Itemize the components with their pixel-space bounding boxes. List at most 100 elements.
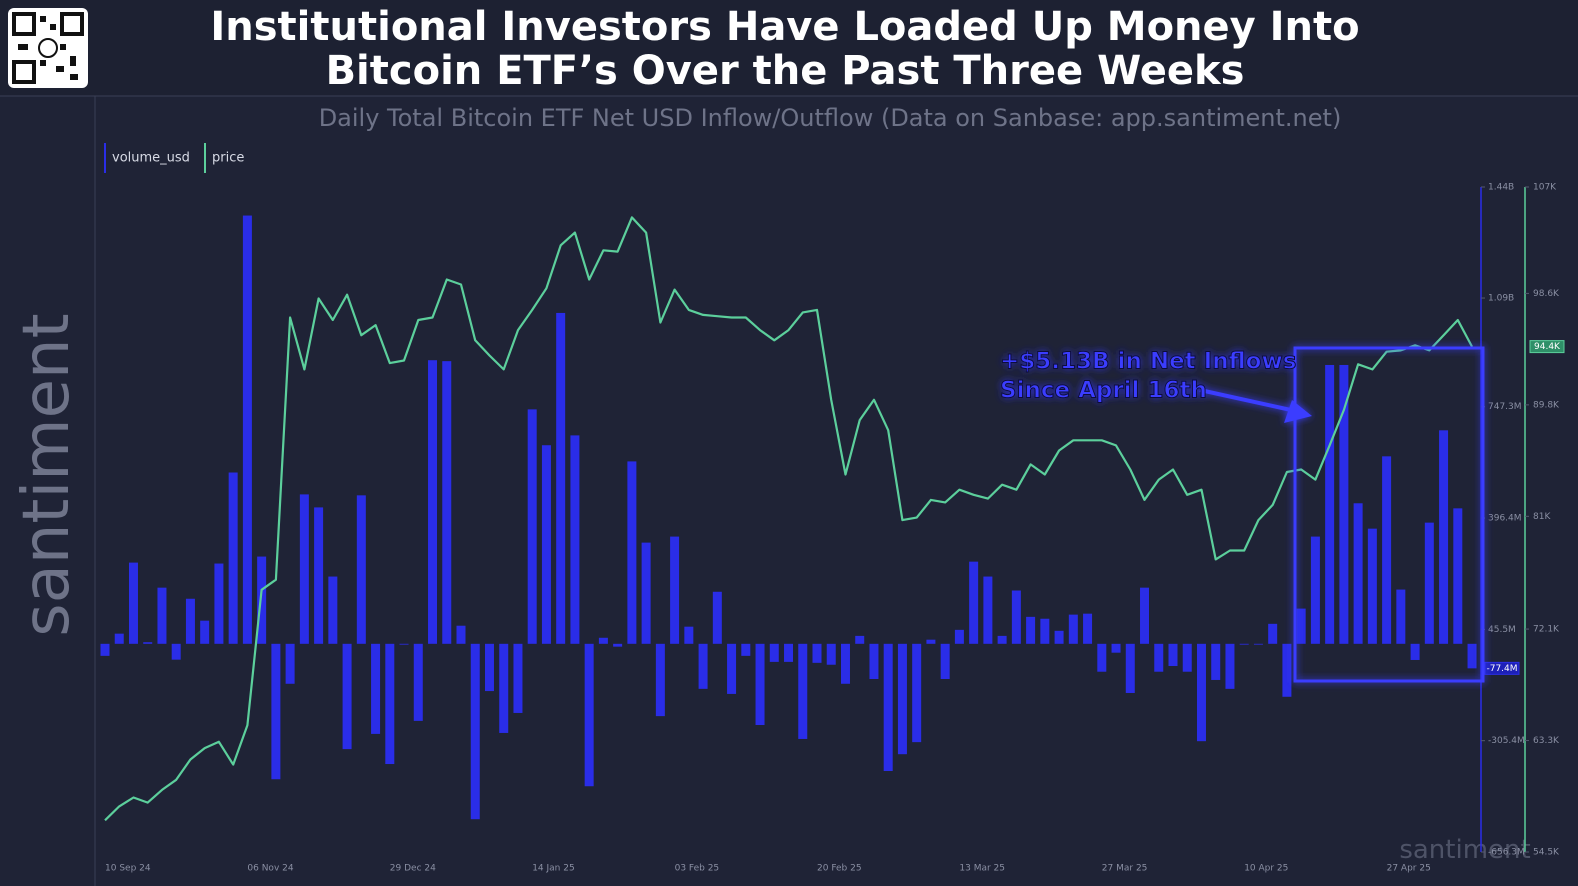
- bar: [741, 643, 751, 656]
- y-tick-label: -305.4M: [1488, 736, 1525, 746]
- bar: [670, 536, 680, 644]
- bar: [769, 643, 779, 662]
- value-badge: [1484, 661, 1520, 675]
- x-tick-label: 03 Feb 25: [675, 864, 720, 874]
- annotation-text: +$5.13B in Net Inflows: [1000, 349, 1296, 375]
- bar: [428, 360, 438, 644]
- bar: [1140, 587, 1150, 644]
- annotation-arrow: [1199, 388, 1301, 414]
- bar: [1439, 430, 1449, 644]
- x-tick-label: 27 Mar 25: [1102, 864, 1148, 874]
- bar: [1182, 643, 1192, 672]
- bar: [527, 409, 537, 644]
- bar: [200, 620, 210, 644]
- value-label: -77.4M: [1486, 664, 1517, 674]
- bar: [1367, 528, 1377, 644]
- bar: [314, 507, 324, 644]
- x-tick-label: 10 Sep 24: [105, 864, 151, 874]
- x-tick-label: 20 Feb 25: [817, 864, 862, 874]
- bar: [784, 643, 794, 662]
- bar: [114, 633, 124, 644]
- bar: [143, 642, 153, 644]
- x-tick-label: 27 Apr 25: [1387, 864, 1431, 874]
- bar: [328, 576, 338, 644]
- title: Institutional Investors Have Loaded Up M…: [210, 4, 1359, 50]
- qr-code: [8, 8, 88, 88]
- bar: [570, 435, 580, 644]
- y-tick-label: 1.09B: [1488, 294, 1514, 304]
- bar: [1382, 456, 1392, 644]
- x-tick-label: 06 Nov 24: [247, 864, 293, 874]
- bar: [869, 643, 879, 680]
- bar: [1325, 364, 1335, 644]
- bar: [228, 472, 238, 644]
- bar: [1453, 508, 1463, 644]
- y-tick-label: 45.5M: [1488, 625, 1516, 635]
- bar: [812, 643, 822, 663]
- bar: [513, 643, 523, 713]
- x-tick-label: 13 Mar 25: [959, 864, 1005, 874]
- bar: [285, 643, 295, 684]
- bar: [1268, 623, 1278, 644]
- bar: [128, 562, 138, 644]
- bar: [157, 587, 167, 644]
- bar: [1239, 643, 1249, 645]
- value-label: 94.4K: [1534, 342, 1561, 352]
- bar: [1083, 613, 1093, 644]
- bar: [1111, 643, 1121, 653]
- y-tick-label: -656.3M: [1488, 848, 1525, 858]
- bar: [1011, 590, 1021, 644]
- bar: [470, 643, 480, 820]
- bar: [1068, 614, 1078, 644]
- bar: [1424, 522, 1434, 644]
- value-badge: [1529, 340, 1565, 354]
- bar: [1396, 589, 1406, 644]
- bar: [442, 361, 452, 644]
- title: Bitcoin ETF’s Over the Past Three Weeks: [326, 48, 1245, 94]
- bar: [1282, 643, 1292, 697]
- bar: [755, 643, 765, 726]
- legend-label: volume_usd: [112, 151, 190, 166]
- bar: [371, 643, 381, 734]
- y2-tick-label: 107K: [1533, 183, 1557, 193]
- bar: [684, 626, 694, 644]
- bar: [1040, 618, 1050, 644]
- x-tick-label: 10 Apr 25: [1244, 864, 1288, 874]
- bar: [185, 598, 195, 644]
- y2-tick-label: 54.5K: [1533, 848, 1560, 858]
- bar: [883, 643, 893, 772]
- x-tick-label: 29 Dec 24: [390, 864, 436, 874]
- bar: [826, 643, 836, 665]
- y-tick-label: 396.4M: [1488, 514, 1522, 524]
- y-tick-label: 1.44B: [1488, 183, 1514, 193]
- bar: [299, 494, 309, 644]
- x-tick-label: 14 Jan 25: [532, 864, 575, 874]
- y2-tick-label: 89.8K: [1533, 400, 1560, 410]
- bar: [399, 643, 409, 645]
- bar: [1125, 643, 1135, 693]
- bar: [484, 643, 494, 692]
- bar: [798, 643, 808, 739]
- bar: [1097, 643, 1107, 672]
- y-tick-label: 747.3M: [1488, 402, 1522, 412]
- bar: [385, 643, 395, 765]
- bar: [1154, 643, 1164, 672]
- bar: [997, 635, 1007, 644]
- bar: [1310, 536, 1320, 644]
- bar: [712, 591, 722, 644]
- bar: [1339, 364, 1349, 644]
- bar: [413, 643, 423, 721]
- bar: [257, 556, 267, 644]
- bar: [855, 635, 865, 644]
- bar: [912, 643, 922, 743]
- bar: [627, 461, 637, 644]
- bar: [1196, 643, 1206, 742]
- legend-label: price: [212, 151, 244, 166]
- annotation: +$5.13B in Net Inflows Since April 16th: [1000, 346, 1485, 683]
- bar: [1467, 643, 1477, 669]
- legend-swatch: [204, 143, 206, 173]
- bar: [940, 643, 950, 680]
- bar: [1054, 630, 1064, 644]
